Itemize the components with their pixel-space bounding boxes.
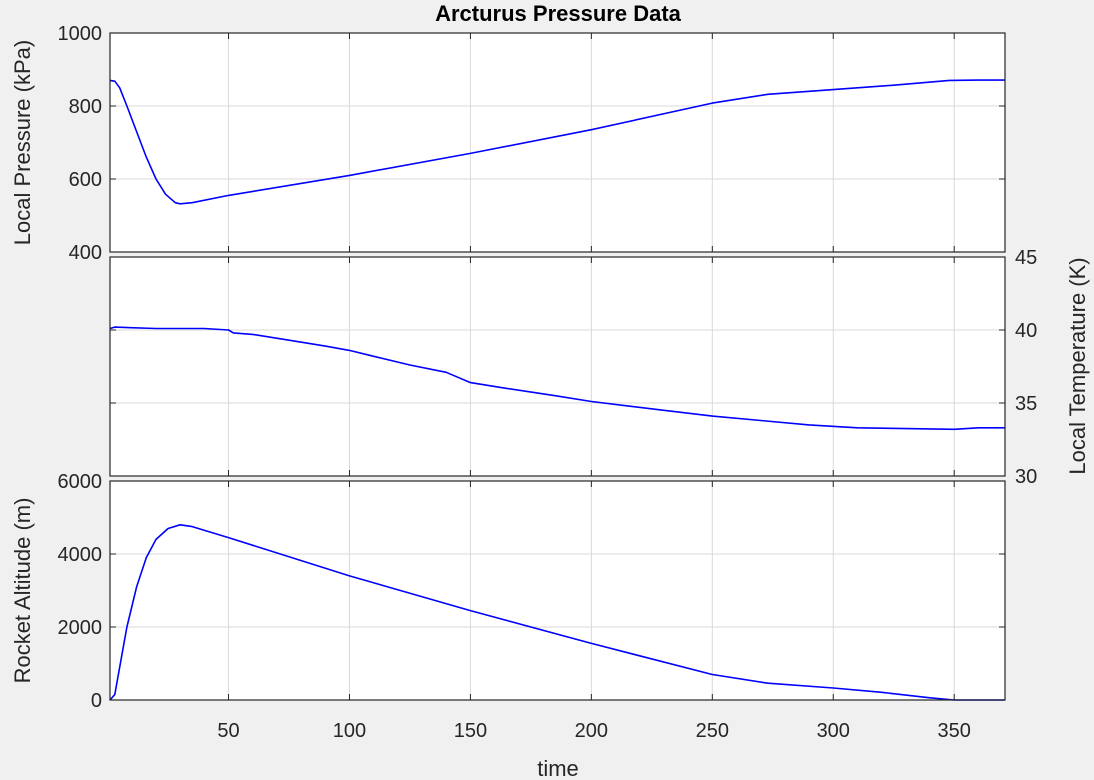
- x-tick-label: 50: [217, 720, 239, 742]
- x-tick-label: 200: [575, 720, 608, 742]
- x-axis-title: time: [537, 756, 579, 780]
- altitude-y-tick-label: 6000: [58, 471, 103, 493]
- temperature-panel: 30 35 40 45 Local Temperature (K): [109, 247, 1090, 488]
- x-tick-label: 350: [938, 720, 971, 742]
- temperature-axes-box: [109, 256, 1006, 477]
- altitude-plot-area: [110, 481, 1005, 700]
- x-tick-label: 150: [454, 720, 487, 742]
- altitude-y-axis-title: Rocket Altitude (m): [10, 498, 35, 684]
- pressure-y-tick-label: 600: [69, 169, 102, 191]
- pressure-y-axis-title: Local Pressure (kPa): [10, 40, 35, 245]
- pressure-axes-box: [109, 32, 1006, 253]
- pressure-plot-area: [110, 33, 1005, 252]
- temperature-y-axis-title: Local Temperature (K): [1065, 257, 1090, 474]
- x-tick-label: 250: [696, 720, 729, 742]
- altitude-series-line: [109, 523, 1005, 701]
- pressure-y-tick-label: 800: [69, 96, 102, 118]
- x-tick-label: 100: [333, 720, 366, 742]
- altitude-axes-box: [109, 480, 1006, 701]
- temperature-y-tick-label: 40: [1015, 320, 1037, 342]
- chart-title: Arcturus Pressure Data: [435, 1, 682, 26]
- temperature-y-tick-label: 30: [1015, 466, 1037, 488]
- x-tick-label: 300: [817, 720, 850, 742]
- altitude-y-tick-label: 2000: [58, 617, 103, 639]
- altitude-panel: 0 2000 4000 6000 Rocket Altitude (m) 50 100 150…: [10, 471, 1006, 742]
- pressure-y-tick-label: 400: [69, 242, 102, 264]
- temperature-y-tick-label: 35: [1015, 393, 1037, 415]
- altitude-y-tick-label: 4000: [58, 544, 103, 566]
- temperature-plot-area: [110, 257, 1005, 476]
- altitude-y-tick-label: 0: [91, 690, 102, 712]
- pressure-series-line: [109, 79, 1005, 205]
- pressure-y-tick-label: 1000: [58, 23, 103, 45]
- pressure-panel: 400 600 800 1000 Local Pressure (kPa): [10, 23, 1006, 264]
- temperature-series-line: [109, 326, 1005, 431]
- temperature-y-tick-label: 45: [1015, 247, 1037, 269]
